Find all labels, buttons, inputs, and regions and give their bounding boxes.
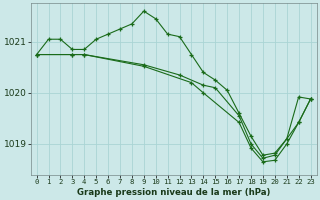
X-axis label: Graphe pression niveau de la mer (hPa): Graphe pression niveau de la mer (hPa): [77, 188, 270, 197]
